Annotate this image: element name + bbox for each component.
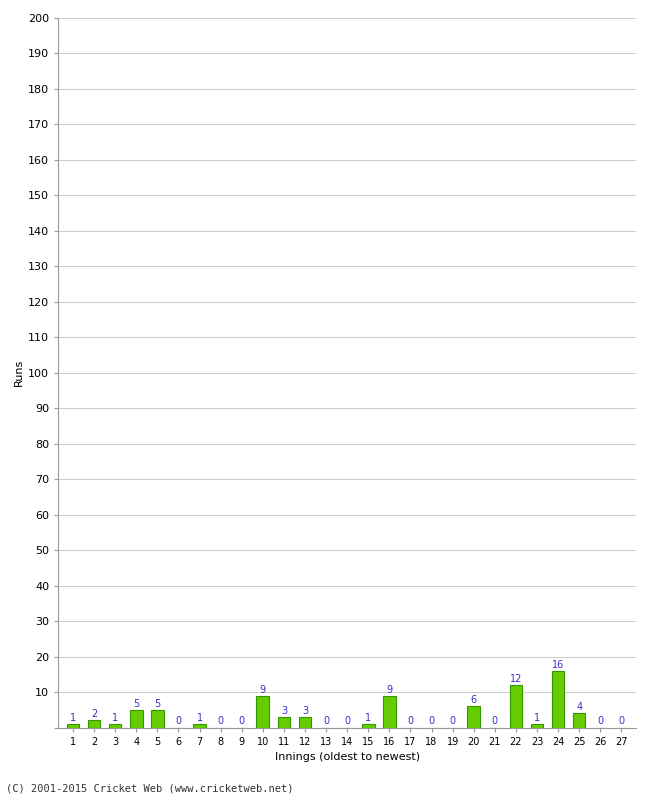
- Text: 0: 0: [408, 717, 413, 726]
- Text: 1: 1: [365, 713, 371, 723]
- Bar: [278, 717, 290, 727]
- Text: 0: 0: [450, 717, 456, 726]
- Text: 4: 4: [576, 702, 582, 712]
- Bar: [193, 724, 206, 727]
- Text: 9: 9: [386, 685, 393, 694]
- Bar: [573, 714, 586, 727]
- Text: 9: 9: [260, 685, 266, 694]
- Bar: [257, 695, 269, 727]
- Text: 0: 0: [239, 717, 245, 726]
- Text: 6: 6: [471, 695, 476, 705]
- Text: 12: 12: [510, 674, 522, 684]
- Text: 0: 0: [618, 717, 625, 726]
- Text: 16: 16: [552, 660, 564, 670]
- Text: 2: 2: [91, 710, 98, 719]
- Bar: [383, 695, 396, 727]
- X-axis label: Innings (oldest to newest): Innings (oldest to newest): [274, 752, 420, 762]
- Bar: [552, 670, 564, 727]
- Text: 0: 0: [218, 717, 224, 726]
- Bar: [467, 706, 480, 727]
- Bar: [130, 710, 142, 727]
- Bar: [151, 710, 164, 727]
- Text: 0: 0: [323, 717, 329, 726]
- Text: 0: 0: [597, 717, 603, 726]
- Bar: [362, 724, 374, 727]
- Text: 5: 5: [133, 698, 139, 709]
- Text: 1: 1: [196, 713, 203, 723]
- Text: (C) 2001-2015 Cricket Web (www.cricketweb.net): (C) 2001-2015 Cricket Web (www.cricketwe…: [6, 784, 294, 794]
- Bar: [510, 685, 522, 727]
- Text: 3: 3: [281, 706, 287, 716]
- Y-axis label: Runs: Runs: [14, 359, 24, 386]
- Bar: [88, 721, 100, 727]
- Text: 1: 1: [534, 713, 540, 723]
- Bar: [298, 717, 311, 727]
- Bar: [67, 724, 79, 727]
- Text: 1: 1: [70, 713, 76, 723]
- Bar: [109, 724, 122, 727]
- Bar: [530, 724, 543, 727]
- Text: 1: 1: [112, 713, 118, 723]
- Text: 3: 3: [302, 706, 308, 716]
- Text: 0: 0: [492, 717, 498, 726]
- Text: 0: 0: [176, 717, 181, 726]
- Text: 0: 0: [344, 717, 350, 726]
- Text: 0: 0: [428, 717, 435, 726]
- Text: 5: 5: [154, 698, 161, 709]
